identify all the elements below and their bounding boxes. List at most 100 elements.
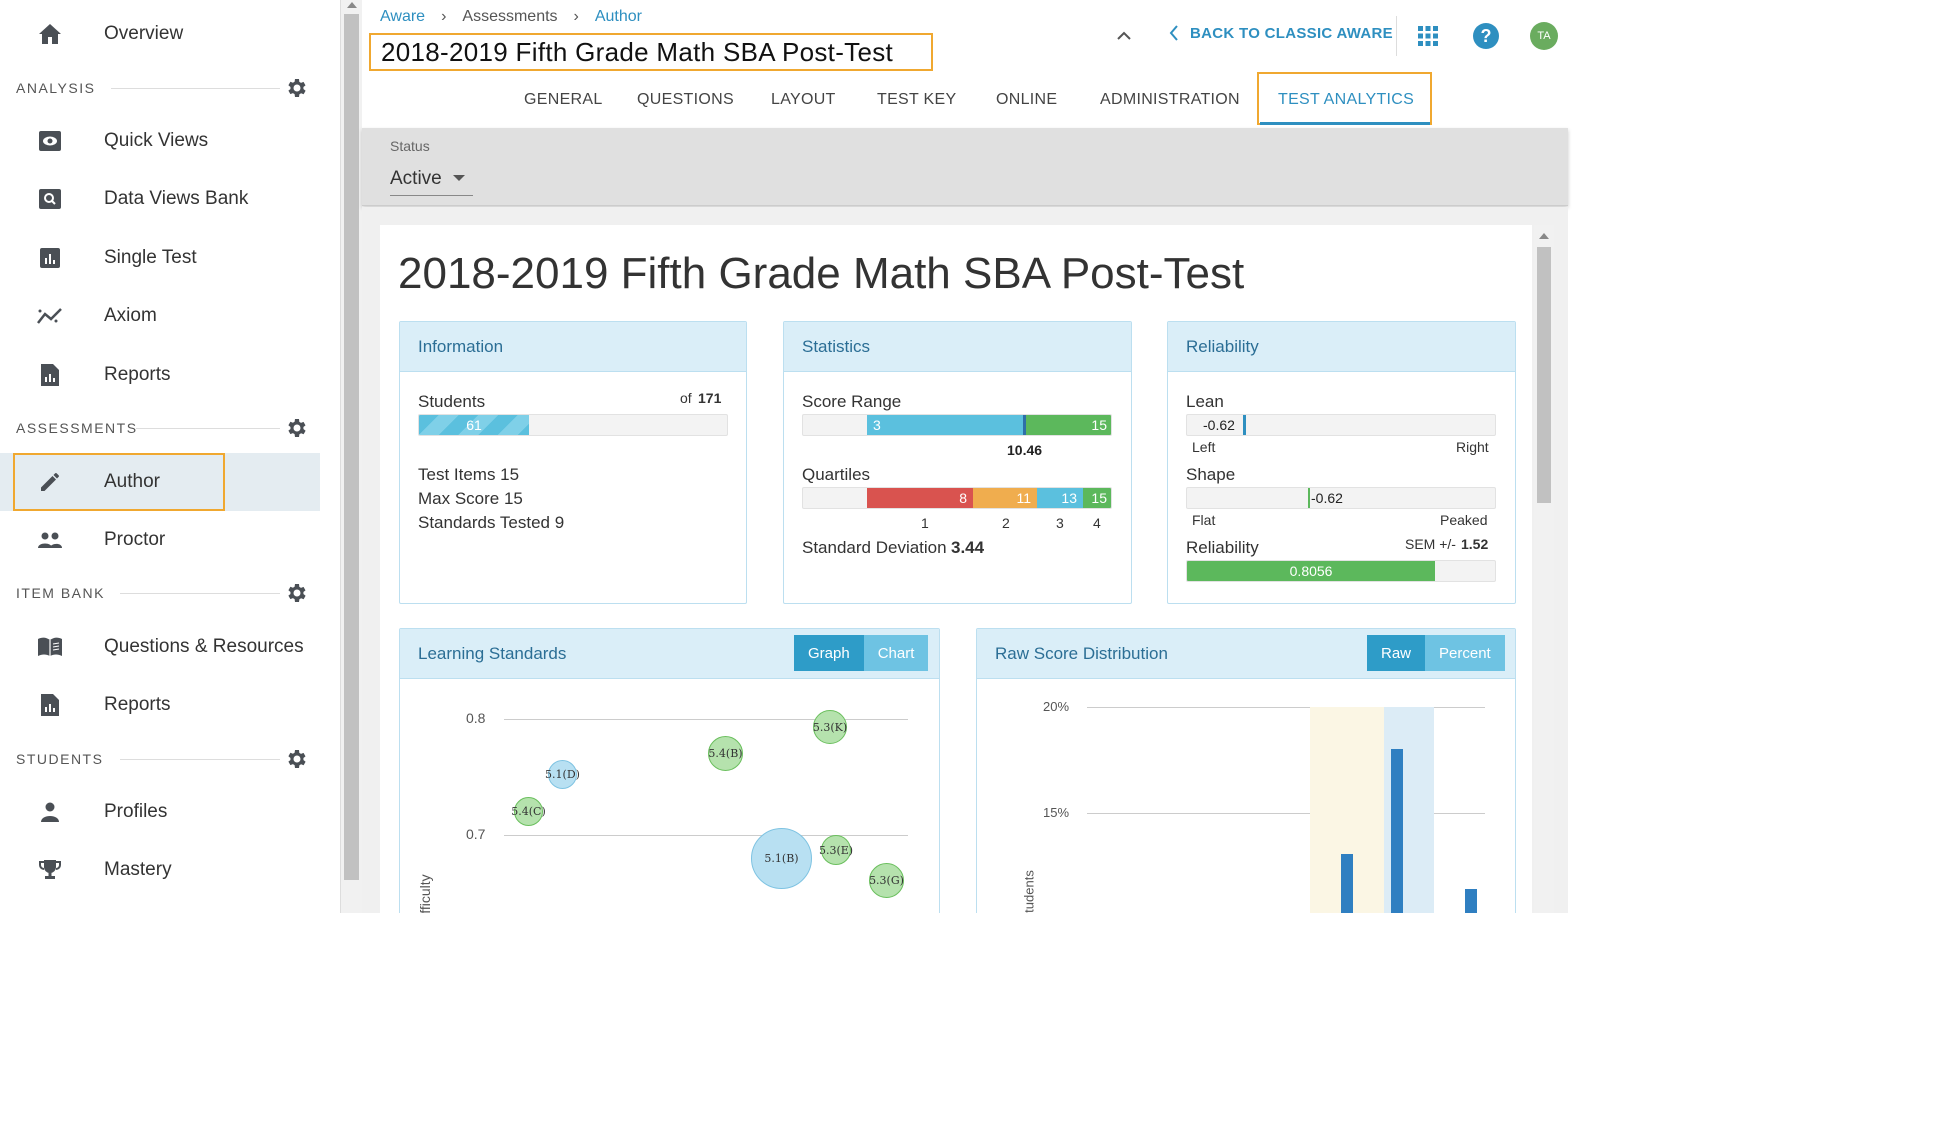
status-label: Status <box>390 138 430 154</box>
gear-icon[interactable] <box>284 747 308 771</box>
sidebar-item-profiles[interactable]: Profiles <box>0 783 320 841</box>
content-scrollbar[interactable] <box>1534 225 1554 913</box>
reliability-bar: 0.8056 <box>1186 560 1496 582</box>
section-label: ANALYSIS <box>16 80 96 96</box>
histogram-bar[interactable] <box>1391 749 1403 913</box>
sidebar-item-questions-resources[interactable]: Questions & Resources <box>0 618 320 676</box>
sidebar-item-single-test[interactable]: Single Test <box>0 229 320 287</box>
histogram-bar[interactable] <box>1465 889 1477 913</box>
breadcrumb-author[interactable]: Author <box>594 8 642 25</box>
help-icon[interactable]: ? <box>1473 23 1499 49</box>
chevron-right-icon: › <box>441 8 447 25</box>
sidebar-item-overview[interactable]: Overview <box>0 5 320 63</box>
range-max: 15 <box>1091 417 1107 433</box>
main-content: 2018-2019 Fifth Grade Math SBA Post-Test… <box>380 225 1532 913</box>
reliability-label: Reliability <box>1186 538 1259 557</box>
people-icon <box>36 526 64 554</box>
sidebar-item-data-views-bank[interactable]: Data Views Bank <box>0 170 320 228</box>
bar-chart-icon <box>36 244 64 272</box>
quartile-3-segment: 13 <box>1037 488 1083 508</box>
bubble[interactable]: 5.4(C) <box>511 797 546 826</box>
quartile-1-segment: 8 <box>867 488 973 508</box>
section-analysis: ANALYSIS <box>16 73 316 103</box>
percent-button[interactable]: Percent <box>1425 635 1505 671</box>
status-dropdown[interactable]: Active <box>390 162 473 196</box>
tab-general[interactable]: GENERAL <box>524 91 603 108</box>
sem-label: SEM +/- <box>1405 536 1456 552</box>
histogram-bar[interactable] <box>1341 854 1353 913</box>
gear-icon[interactable] <box>284 76 308 100</box>
score-range-bar: 3 15 <box>802 414 1112 436</box>
raw-button[interactable]: Raw <box>1367 635 1426 671</box>
test-items: Test Items 15 <box>418 465 520 484</box>
eye-icon <box>36 127 64 155</box>
sidebar-item-reports[interactable]: Reports <box>0 346 320 404</box>
bubble[interactable]: 5.1(B) <box>751 828 812 889</box>
sidebar-item-item-bank-reports[interactable]: Reports <box>0 676 320 734</box>
section-label: ASSESSMENTS <box>16 420 138 436</box>
students-value: 61 <box>466 417 482 433</box>
bubble[interactable]: 5.3(E) <box>819 835 853 865</box>
sd-value: 3.44 <box>951 538 985 557</box>
tab-test-analytics[interactable]: TEST ANALYTICS <box>1278 91 1415 108</box>
sidebar-item-mastery[interactable]: Mastery <box>0 841 320 899</box>
avatar[interactable]: TA <box>1530 22 1558 50</box>
bubble[interactable]: 5.3(K) <box>813 710 847 744</box>
status-bar: Status Active <box>362 128 1568 206</box>
section-item-bank: ITEM BANK <box>16 578 316 608</box>
tab-questions[interactable]: QUESTIONS <box>637 91 734 108</box>
sidebar-item-author[interactable]: Author <box>0 453 320 511</box>
chevron-right-icon: › <box>573 8 579 25</box>
breadcrumb-assessments[interactable]: Assessments <box>462 8 558 25</box>
status-value: Active <box>390 167 442 189</box>
sidebar-scrollbar[interactable] <box>340 0 362 913</box>
gear-icon[interactable] <box>284 416 308 440</box>
chart-button[interactable]: Chart <box>863 635 929 671</box>
gear-icon[interactable] <box>284 581 308 605</box>
sidebar-item-proctor[interactable]: Proctor <box>0 511 320 569</box>
chevron-left-icon <box>1169 25 1178 41</box>
scroll-up-icon[interactable] <box>347 2 357 8</box>
search-box-icon <box>36 185 64 213</box>
bubble[interactable]: 5.1(D) <box>545 760 580 789</box>
gridline <box>504 719 908 720</box>
tab-administration[interactable]: ADMINISTRATION <box>1100 91 1240 108</box>
caret-down-icon <box>453 175 465 181</box>
gridline <box>504 835 908 836</box>
quartile-3-value: 13 <box>1061 490 1077 506</box>
scroll-up-icon[interactable] <box>1539 233 1549 239</box>
lean-right-label: Right <box>1456 439 1489 455</box>
gridline <box>1087 813 1485 814</box>
chevron-up-icon[interactable] <box>1114 26 1134 46</box>
y-axis-label: Difficulty <box>417 874 433 913</box>
scrollbar-thumb[interactable] <box>344 14 359 880</box>
trend-icon <box>36 302 64 330</box>
lean-marker <box>1243 415 1246 435</box>
sidebar-item-label: Overview <box>104 23 184 44</box>
range-min: 3 <box>873 417 881 433</box>
sidebar-item-axiom[interactable]: Axiom <box>0 287 320 345</box>
breadcrumb-aware[interactable]: Aware <box>380 8 426 25</box>
scrollbar-thumb[interactable] <box>1537 247 1551 503</box>
lean-bar: -0.62 <box>1186 414 1496 436</box>
y-tick-label: 0.7 <box>466 826 486 842</box>
students-bar-fill: 61 <box>419 415 529 435</box>
person-icon <box>36 798 64 826</box>
section-students: STUDENTS <box>16 744 316 774</box>
graph-button[interactable]: Graph <box>794 635 864 671</box>
section-label: STUDENTS <box>16 751 104 767</box>
bubble[interactable]: 5.3(G) <box>869 863 904 898</box>
sidebar-item-label: Reports <box>104 694 171 715</box>
students-total: 171 <box>698 390 722 406</box>
sidebar-item-quick-views[interactable]: Quick Views <box>0 112 320 170</box>
card-title: Information <box>400 322 746 372</box>
divider <box>111 88 280 89</box>
tab-layout[interactable]: LAYOUT <box>771 91 836 108</box>
bubble[interactable]: 5.4(B) <box>708 736 743 771</box>
tab-bar: GENERAL QUESTIONS LAYOUT TEST KEY ONLINE… <box>362 72 1568 128</box>
tab-online[interactable]: ONLINE <box>996 91 1058 108</box>
back-to-classic-link[interactable]: BACK TO CLASSIC AWARE <box>1168 24 1393 42</box>
apps-grid-icon[interactable] <box>1418 26 1438 46</box>
book-icon <box>36 633 64 661</box>
tab-test-key[interactable]: TEST KEY <box>877 91 957 108</box>
